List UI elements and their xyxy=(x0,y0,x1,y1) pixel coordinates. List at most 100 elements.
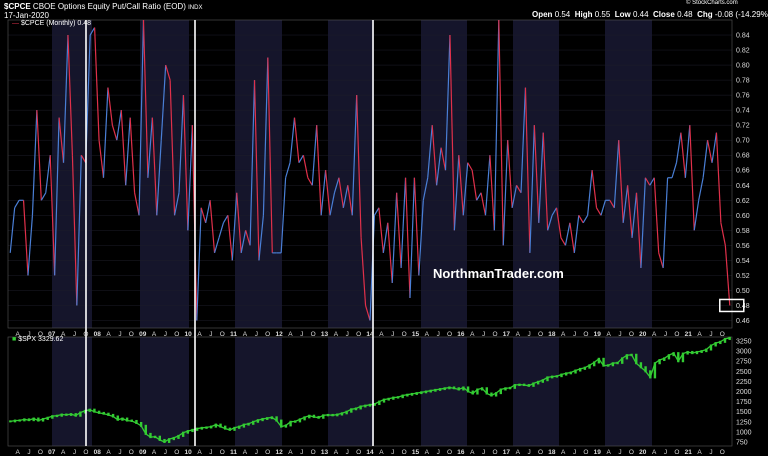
spx-bar xyxy=(401,394,404,399)
cpce-segment xyxy=(249,80,256,246)
cpce-segment xyxy=(89,27,96,36)
cpce-x-tick-label: J xyxy=(118,331,121,338)
spx-bar xyxy=(513,384,516,389)
cpce-segment xyxy=(324,170,331,216)
spx-x-tick-label: O xyxy=(447,449,452,456)
spx-bar xyxy=(177,434,180,439)
cpce-x-tick-label: O xyxy=(447,331,452,338)
spx-bar xyxy=(135,419,138,424)
spx-x-tick-label: 13 xyxy=(321,449,329,456)
cpce-segment xyxy=(698,177,704,201)
spx-bar xyxy=(625,354,629,360)
cpce-segment xyxy=(715,132,722,223)
cpce-segment xyxy=(516,184,522,194)
spx-bar xyxy=(532,382,535,387)
cpce-segment xyxy=(14,199,20,209)
cpce-segment xyxy=(40,192,47,201)
spx-x-tick-label: O xyxy=(38,449,43,456)
cpce-segment xyxy=(80,154,87,164)
spx-x-tick-label: A xyxy=(334,449,339,456)
cpce-x-tick-label: 15 xyxy=(412,331,420,338)
spx-bar xyxy=(541,379,545,383)
spx-bar xyxy=(695,350,699,355)
cpce-segment xyxy=(58,117,65,163)
chg-value: -0.08 (-14.29%) xyxy=(714,10,768,19)
cpce-segment xyxy=(45,155,51,193)
cpce-segment xyxy=(467,162,473,171)
cpce-x-tick-label: 19 xyxy=(594,331,602,338)
cpce-segment xyxy=(613,140,620,208)
spx-y-tick-label: 1750 xyxy=(736,399,752,406)
spx-y-tick-label: 750 xyxy=(736,439,748,446)
cpce-segment xyxy=(507,140,513,208)
cpce-y-tick-label: 0.60 xyxy=(736,213,750,220)
cpce-x-tick-label: A xyxy=(106,331,111,338)
spx-bar xyxy=(522,383,526,387)
cpce-segment xyxy=(54,117,60,276)
spx-bar xyxy=(51,415,54,419)
spx-y-tick-label: 1500 xyxy=(736,409,752,416)
cpce-x-tick-label: 10 xyxy=(185,331,193,338)
spx-bar xyxy=(270,416,274,420)
spx-bar xyxy=(564,372,568,376)
spx-bar xyxy=(280,419,283,428)
spx-bar xyxy=(102,411,105,415)
spx-x-tick-label: O xyxy=(356,449,361,456)
cpce-segment xyxy=(635,192,642,268)
cpce-x-tick-label: 09 xyxy=(139,331,147,338)
cpce-x-tick-label: O xyxy=(674,331,679,338)
spx-bar xyxy=(499,388,502,395)
spx-bar xyxy=(158,435,162,441)
spx-x-tick-label: 11 xyxy=(230,449,237,456)
cpce-x-tick-label: 14 xyxy=(366,331,374,338)
spx-bar xyxy=(490,392,493,397)
cpce-segment xyxy=(320,170,327,216)
spx-x-tick-label: O xyxy=(674,449,679,456)
spx-bar xyxy=(205,426,208,429)
cpce-segment xyxy=(662,177,669,268)
spx-bar xyxy=(578,367,582,372)
cpce-segment xyxy=(653,177,660,253)
cpce-y-tick-label: 0.84 xyxy=(736,33,750,40)
cpce-y-tick-label: 0.56 xyxy=(736,243,750,250)
spx-y-tick-label: 3250 xyxy=(736,339,752,346)
date-label: 17-Jan-2020 xyxy=(4,11,49,20)
cpce-segment xyxy=(338,177,344,208)
spx-bar xyxy=(79,411,82,417)
spx-bar xyxy=(289,420,292,427)
spx-bar xyxy=(18,419,21,422)
spx-bar xyxy=(387,397,390,401)
spx-bar xyxy=(242,423,246,428)
cpce-segment xyxy=(693,200,700,231)
spx-bar xyxy=(574,369,577,374)
spx-y-axis: 3250 3000 2750 2500 2250 2000 1750 1500 1250 1000… xyxy=(736,339,752,447)
spx-bar xyxy=(345,410,348,415)
cpce-segment xyxy=(609,199,615,209)
close-label: Close xyxy=(653,10,675,19)
cpce-segment xyxy=(138,19,145,216)
cpce-segment xyxy=(196,207,202,321)
cpce-x-tick-label: O xyxy=(83,331,88,338)
spx-bar xyxy=(214,423,218,428)
spx-bar xyxy=(504,387,507,391)
cpce-segment xyxy=(391,192,398,283)
time-band xyxy=(328,337,374,446)
cpce-segment xyxy=(267,57,273,253)
cpce-segment xyxy=(533,125,540,223)
spx-bar xyxy=(336,413,339,417)
cpce-segment xyxy=(71,155,78,306)
spx-bar xyxy=(368,403,372,407)
cpce-segment xyxy=(298,154,304,164)
spx-x-tick-label: J xyxy=(255,449,258,456)
cpce-segment xyxy=(409,177,416,298)
cpce-segment xyxy=(364,305,371,321)
cpce-x-tick-label: O xyxy=(220,331,225,338)
cpce-segment xyxy=(387,222,393,283)
spx-x-tick-label: A xyxy=(470,449,475,456)
event-lines xyxy=(85,20,374,446)
cpce-segment xyxy=(151,117,158,216)
spx-y-tick-label: 2500 xyxy=(736,369,752,376)
cpce-x-tick-label: A xyxy=(152,331,157,338)
